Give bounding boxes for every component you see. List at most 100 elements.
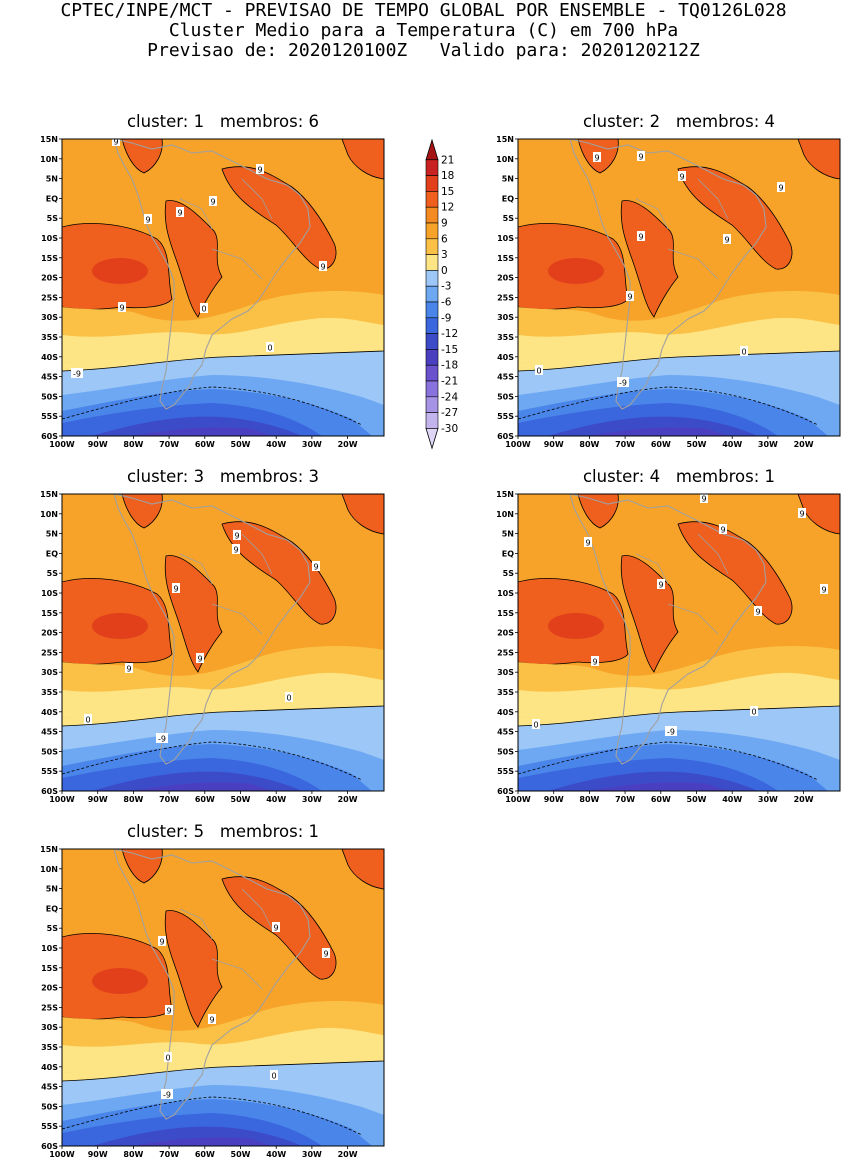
lon-label: 90W bbox=[88, 1150, 108, 1157]
lat-label: 60S bbox=[497, 787, 514, 796]
contour-label-box bbox=[200, 303, 208, 313]
lat-label: 55S bbox=[41, 767, 58, 776]
lon-label: 100W bbox=[49, 440, 75, 449]
lon-label: 100W bbox=[49, 795, 75, 804]
colorbar-label: -6 bbox=[441, 297, 452, 309]
contour-label: 0 bbox=[751, 708, 756, 717]
contour-label: 9 bbox=[658, 581, 663, 590]
contour-label: 9 bbox=[720, 526, 725, 535]
contour-label-box bbox=[637, 231, 645, 241]
lon-label: 80W bbox=[123, 440, 143, 449]
lat-label: 60S bbox=[41, 1142, 58, 1151]
lat-label: 45S bbox=[41, 373, 58, 382]
lon-label: 50W bbox=[231, 1150, 251, 1157]
contour-label: 9 bbox=[592, 658, 597, 667]
contour-label-box bbox=[144, 214, 152, 224]
contour-label: 9 bbox=[638, 153, 643, 162]
contour-label: 9 bbox=[126, 665, 131, 674]
lat-label: 15N bbox=[40, 135, 58, 144]
contour-label-box bbox=[700, 494, 708, 503]
lat-label: 50S bbox=[41, 1102, 58, 1111]
lat-label: 5S bbox=[503, 569, 515, 578]
lat-label: 45S bbox=[41, 1083, 58, 1092]
lon-label: 20W bbox=[338, 795, 358, 804]
lat-label: 5N bbox=[46, 885, 58, 894]
lat-label: 35S bbox=[497, 333, 514, 342]
lat-label: 10N bbox=[40, 865, 58, 874]
lat-label: 15N bbox=[496, 490, 514, 499]
lat-label: 30S bbox=[497, 313, 514, 322]
lat-label: 10N bbox=[40, 155, 58, 164]
lat-label: EQ bbox=[502, 194, 514, 203]
colorbar-label: -15 bbox=[441, 344, 458, 356]
colorbar-segment bbox=[425, 254, 439, 271]
contour-label: -9 bbox=[158, 735, 166, 744]
lat-label: 40S bbox=[41, 353, 58, 362]
lon-label: 50W bbox=[687, 440, 707, 449]
lat-label: 15S bbox=[497, 254, 514, 263]
contour-label: 9 bbox=[233, 546, 238, 555]
map-panel-3: 9 9 9 9 9 9 0 0 -9 15N 10N 5N EQ 5S 10S 15S 20S 25S 30S 35S… bbox=[40, 490, 385, 804]
contour-label-box bbox=[678, 171, 686, 181]
contour-label-box bbox=[584, 537, 592, 547]
contour-label-box bbox=[626, 291, 634, 301]
lon-label: 40W bbox=[266, 440, 286, 449]
contour-label: -9 bbox=[667, 728, 675, 737]
contour-label: 0 bbox=[85, 716, 90, 725]
contour-label-box bbox=[798, 508, 806, 518]
lat-label: 25S bbox=[497, 648, 514, 657]
contour-label: 9 bbox=[210, 198, 215, 207]
lon-label: 90W bbox=[88, 440, 108, 449]
lat-label: 50S bbox=[497, 747, 514, 756]
colorbar-segment bbox=[425, 412, 439, 429]
lon-label: 60W bbox=[195, 795, 215, 804]
colorbar-segment bbox=[425, 206, 439, 224]
lat-label: 55S bbox=[497, 767, 514, 776]
contour-label-box bbox=[172, 583, 180, 593]
lat-label: 35S bbox=[41, 333, 58, 342]
lat-label: 10S bbox=[497, 234, 514, 243]
contour-label: 9 bbox=[145, 216, 150, 225]
contour-label: 9 bbox=[585, 539, 590, 548]
contour-label-box bbox=[256, 164, 264, 174]
lat-label: EQ bbox=[46, 904, 58, 913]
contour-label-box bbox=[750, 706, 758, 716]
map-panel-4: 9 9 9 9 9 9 9 9 0 0 -9 15N 10N 5N EQ 5S 10S 15S 20S 25S 30S 3… bbox=[496, 490, 841, 804]
contour-label-box bbox=[209, 196, 217, 206]
contour-label-box bbox=[591, 656, 599, 666]
colorbar-segment bbox=[425, 380, 439, 398]
contour-label-box bbox=[657, 579, 665, 589]
lat-label: 10S bbox=[41, 589, 58, 598]
colorbar-label: -3 bbox=[441, 281, 451, 293]
contour-label: 9 bbox=[313, 563, 318, 572]
contour-label-box bbox=[272, 922, 280, 932]
lon-label: 20W bbox=[794, 440, 814, 449]
lat-label: 15S bbox=[41, 964, 58, 973]
lat-label: 5N bbox=[46, 530, 58, 539]
lat-label: 10N bbox=[496, 510, 514, 519]
lon-label: 60W bbox=[651, 440, 671, 449]
contour-label-box bbox=[593, 152, 601, 162]
contour-label-box bbox=[270, 1070, 278, 1080]
lat-label: 10S bbox=[497, 589, 514, 598]
contour-label-box bbox=[233, 530, 241, 540]
lon-label: 80W bbox=[579, 440, 599, 449]
contour-label: 9 bbox=[197, 655, 202, 664]
colorbar: 21 18 15 12 9 6 3 0 -3 -6 -9 -12 -15 -18 -21 -24 -27 -30 bbox=[425, 138, 458, 450]
lat-label: 55S bbox=[41, 1122, 58, 1131]
contour-label-box bbox=[266, 342, 274, 352]
contour-label: 9 bbox=[166, 1007, 171, 1016]
colorbar-segment bbox=[425, 159, 439, 176]
lat-label: 5S bbox=[47, 924, 59, 933]
colorbar-segment bbox=[425, 349, 439, 366]
colorbar-label: 3 bbox=[441, 249, 448, 261]
contour-label: 9 bbox=[799, 510, 804, 519]
contour-label: 9 bbox=[755, 608, 760, 617]
contour-label: 9 bbox=[638, 233, 643, 242]
contour-label-box bbox=[777, 182, 785, 192]
colorbar-segment bbox=[425, 364, 439, 382]
lat-label: 15S bbox=[41, 609, 58, 618]
contour-label: -9 bbox=[73, 370, 81, 379]
colorbar-segment bbox=[425, 238, 439, 255]
lon-label: 60W bbox=[195, 440, 215, 449]
